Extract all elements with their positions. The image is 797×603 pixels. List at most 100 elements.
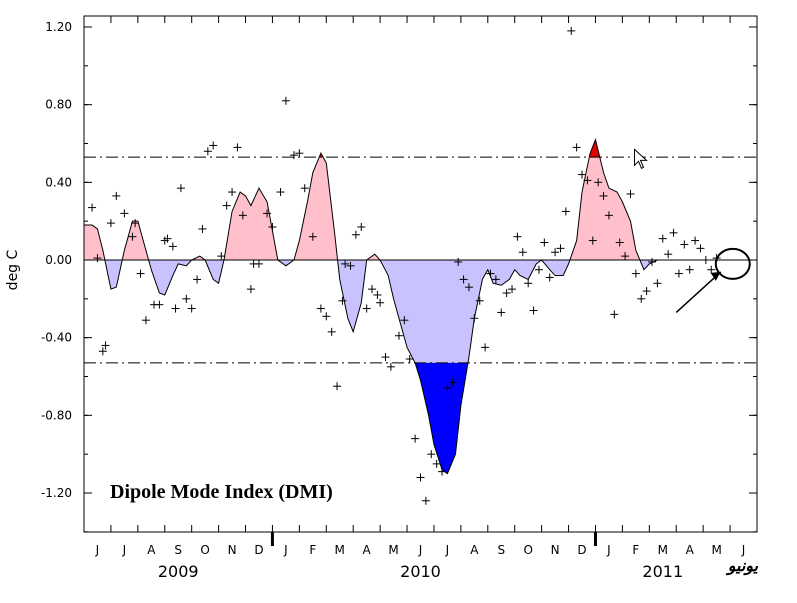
monthly-point [362, 304, 371, 313]
monthly-point [529, 306, 538, 315]
y-tick-label: 1.20 [45, 20, 72, 34]
monthly-point [316, 304, 325, 313]
month-label: M [335, 543, 345, 557]
monthly-point [610, 310, 619, 319]
monthly-point [386, 362, 395, 371]
monthly-point [599, 191, 608, 200]
monthly-point [696, 244, 705, 253]
monthly-point [394, 331, 403, 340]
month-label: M [658, 543, 668, 557]
monthly-point [308, 232, 317, 241]
monthly-point [238, 211, 247, 220]
y-tick-label: 0.00 [45, 253, 72, 267]
monthly-point [637, 294, 646, 303]
monthly-point [341, 259, 350, 268]
monthly-point [427, 450, 436, 459]
monthly-point [421, 496, 430, 505]
monthly-point [508, 285, 517, 294]
month-label: O [200, 543, 209, 557]
axes: 1.20 0.80 0.40 0.00 -0.40 -0.80 -1.20 J J A S O N D J F… [41, 15, 758, 581]
monthly-point [545, 273, 554, 282]
monthly-point [193, 275, 202, 284]
monthly-point [128, 232, 137, 241]
monthly-point [217, 252, 226, 261]
month-label: D [254, 543, 263, 557]
signature-text: یونیو [725, 556, 759, 576]
monthly-point [604, 211, 613, 220]
monthly-point [106, 219, 115, 228]
monthly-point [112, 191, 121, 200]
monthly-point [685, 265, 694, 274]
monthly-point [438, 467, 447, 476]
monthly-point [136, 269, 145, 278]
monthly-point [491, 275, 500, 284]
monthly-point [351, 230, 360, 239]
monthly-point [338, 296, 347, 305]
monthly-point [182, 294, 191, 303]
month-label: M [711, 543, 721, 557]
monthly-point [155, 300, 164, 309]
chart-title: Dipole Mode Index (DMI) [110, 481, 333, 503]
monthly-point [561, 207, 570, 216]
monthly-point [707, 265, 716, 274]
monthly-point [464, 283, 473, 292]
monthly-point [691, 236, 700, 245]
monthly-point [524, 279, 533, 288]
monthly-point [475, 296, 484, 305]
monthly-point [443, 384, 452, 393]
month-label: A [686, 543, 695, 557]
monthly-point [540, 238, 549, 247]
monthly-point [373, 290, 382, 299]
monthly-point [368, 285, 377, 294]
month-label: F [309, 543, 316, 557]
monthly-point [268, 222, 277, 231]
monthly-point [621, 252, 630, 261]
monthly-point [171, 304, 180, 313]
month-label: J [95, 543, 100, 557]
monthly-point [327, 327, 336, 336]
monthly-point [642, 287, 651, 296]
arrow-head [710, 271, 721, 281]
monthly-point [626, 189, 635, 198]
monthly-point [222, 201, 231, 210]
monthly-point [263, 209, 272, 218]
monthly-point [346, 261, 355, 270]
monthly-point [567, 26, 576, 35]
monthly-point [131, 219, 140, 228]
monthly-point [513, 232, 522, 241]
monthly-point [481, 343, 490, 352]
monthly-point [376, 298, 385, 307]
monthly-point [680, 240, 689, 249]
month-label: J [606, 543, 611, 557]
monthly-point [101, 341, 110, 350]
monthly-point [416, 473, 425, 482]
month-label: A [147, 543, 156, 557]
monthly-point [281, 96, 290, 105]
monthly-point [400, 316, 409, 325]
month-label: J [741, 543, 746, 557]
monthly-point [454, 257, 463, 266]
monthly-point [594, 178, 603, 187]
monthly-point [448, 378, 457, 387]
monthly-point [470, 314, 479, 323]
monthly-point [572, 143, 581, 152]
cursor-icon [634, 148, 648, 170]
monthly-point [432, 459, 441, 468]
y-tick-label: 0.40 [45, 175, 72, 189]
month-label: J [122, 543, 127, 557]
monthly-point [648, 257, 657, 266]
monthly-point [228, 188, 237, 197]
y-tick-label: -0.80 [41, 408, 72, 422]
monthly-point [88, 203, 97, 212]
monthly-point [674, 269, 683, 278]
monthly-point [502, 289, 511, 298]
area-fills [84, 139, 744, 474]
strong-negative-area [415, 362, 468, 474]
monthly-point [556, 244, 565, 253]
monthly-point [405, 355, 414, 364]
monthly-point [588, 236, 597, 245]
month-label: J [445, 543, 450, 557]
monthly-point [669, 228, 678, 237]
monthly-point [141, 316, 150, 325]
monthly-point [93, 254, 102, 263]
